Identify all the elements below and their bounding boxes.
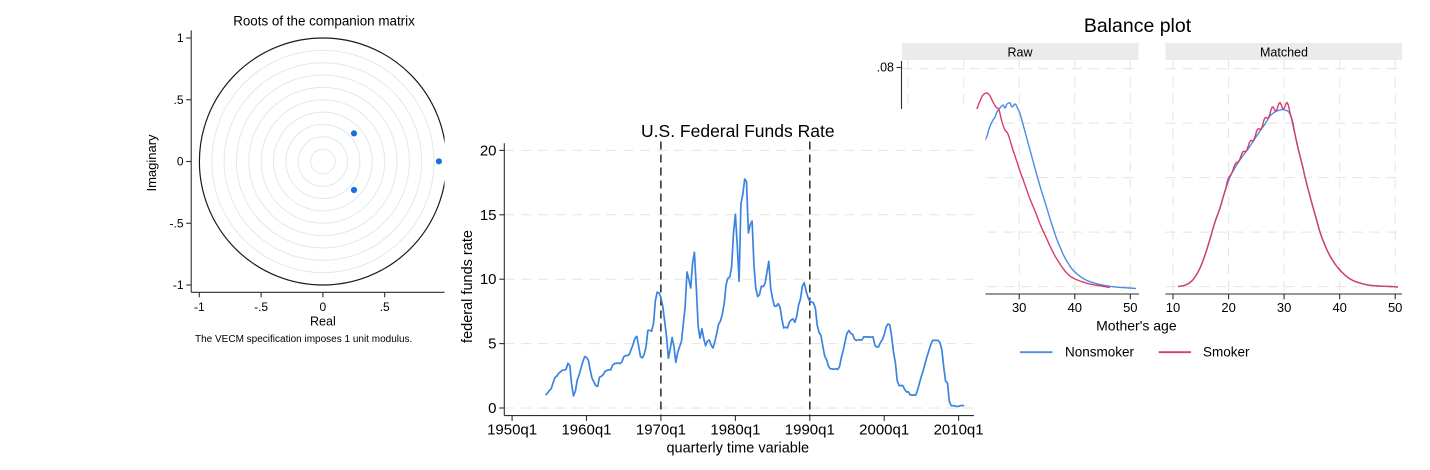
svg-text:1960q1: 1960q1 [561, 422, 611, 439]
svg-text:1: 1 [177, 31, 184, 45]
svg-text:10: 10 [1166, 300, 1180, 315]
svg-text:1950q1: 1950q1 [487, 422, 537, 439]
svg-text:20: 20 [1221, 300, 1235, 315]
svg-text:40: 40 [1332, 300, 1346, 315]
svg-text:.5: .5 [173, 93, 183, 107]
svg-text:.08: .08 [877, 61, 894, 75]
svg-text:-.5: -.5 [169, 216, 183, 230]
svg-text:20: 20 [480, 142, 497, 159]
svg-text:5: 5 [488, 336, 496, 353]
svg-text:Smoker: Smoker [1203, 345, 1250, 360]
svg-text:federal funds rate: federal funds rate [460, 230, 476, 343]
svg-text:Raw: Raw [1007, 46, 1033, 60]
svg-text:30: 30 [1012, 300, 1026, 315]
svg-text:2010q1: 2010q1 [934, 422, 984, 439]
svg-text:-.5: -.5 [254, 300, 268, 314]
svg-text:Balance plot: Balance plot [1084, 15, 1192, 37]
svg-text:50: 50 [1388, 300, 1402, 315]
svg-text:Mother's age: Mother's age [1096, 318, 1177, 334]
svg-text:Imaginary: Imaginary [144, 134, 159, 192]
svg-text:15: 15 [480, 207, 497, 224]
svg-text:The VECM specification imposes: The VECM specification imposes 1 unit mo… [195, 334, 412, 345]
svg-text:-1: -1 [194, 300, 205, 314]
svg-text:1980q1: 1980q1 [710, 422, 760, 439]
svg-text:Matched: Matched [1260, 46, 1308, 60]
svg-text:Nonsmoker: Nonsmoker [1065, 345, 1135, 360]
svg-text:0: 0 [177, 155, 184, 169]
svg-text:-1: -1 [173, 278, 184, 292]
svg-text:1970q1: 1970q1 [636, 422, 686, 439]
svg-text:.5: .5 [380, 300, 390, 314]
svg-text:quarterly time variable: quarterly time variable [666, 441, 809, 457]
svg-text:30: 30 [1277, 300, 1291, 315]
svg-text:2000q1: 2000q1 [859, 422, 909, 439]
svg-text:50: 50 [1123, 300, 1137, 315]
svg-text:40: 40 [1068, 300, 1082, 315]
svg-text:10: 10 [480, 271, 497, 288]
svg-text:Real: Real [310, 315, 336, 329]
svg-text:Roots of the companion matrix: Roots of the companion matrix [233, 14, 415, 29]
svg-text:U.S. Federal Funds Rate: U.S. Federal Funds Rate [641, 121, 835, 141]
svg-text:0: 0 [320, 300, 327, 314]
svg-text:1990q1: 1990q1 [785, 422, 835, 439]
svg-text:0: 0 [488, 400, 496, 417]
